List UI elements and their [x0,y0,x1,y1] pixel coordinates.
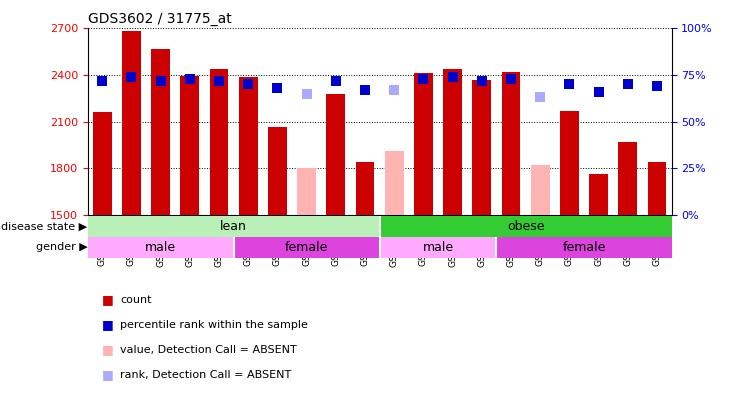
Bar [502,72,520,215]
Bar [648,162,666,215]
Bar [560,111,579,215]
Bar [496,215,526,216]
Point [593,88,604,95]
Point [330,77,342,84]
Text: ■: ■ [102,293,114,306]
Bar [93,112,112,215]
Bar [589,174,608,215]
Bar [263,215,292,216]
Bar [618,142,637,215]
Bar [268,127,287,215]
Bar [175,215,204,216]
Bar [385,151,404,215]
Point [155,77,166,84]
Text: count: count [120,295,152,305]
Bar [117,215,146,216]
Text: disease state ▶: disease state ▶ [1,222,88,231]
Bar [613,215,642,216]
Bar [380,215,409,216]
Point [96,77,108,84]
Point [272,85,283,91]
Bar [239,77,258,215]
Bar [234,215,263,216]
Bar [531,165,550,215]
Bar [642,215,672,216]
Bar [380,216,672,237]
Text: gender ▶: gender ▶ [36,243,88,252]
Bar [292,215,321,216]
Bar [146,215,175,216]
Text: rank, Detection Call = ABSENT: rank, Detection Call = ABSENT [120,370,292,380]
Point [388,87,400,93]
Bar [234,237,380,258]
Text: male: male [423,241,453,254]
Point [301,90,312,97]
Text: female: female [285,241,328,254]
Bar [326,94,345,215]
Text: ■: ■ [102,318,114,331]
Bar [555,215,584,216]
Bar [297,168,316,215]
Point [418,75,429,82]
Bar [380,237,496,258]
Text: lean: lean [220,220,247,233]
Point [447,74,458,80]
Bar [88,237,234,258]
Bar [467,215,496,216]
Text: male: male [145,241,176,254]
Bar [526,215,555,216]
Bar [204,215,234,216]
Text: percentile rank within the sample: percentile rank within the sample [120,320,308,330]
Text: ■: ■ [102,369,114,382]
Point [213,77,225,84]
Point [622,81,634,87]
Bar [350,215,380,216]
Bar [321,215,350,216]
Text: value, Detection Call = ABSENT: value, Detection Call = ABSENT [120,345,297,355]
Point [651,83,663,90]
Bar [88,216,380,237]
Text: ■: ■ [102,343,114,356]
Bar [151,49,170,215]
Point [359,87,371,93]
Bar [356,162,374,215]
Bar [414,72,433,215]
Bar [472,80,491,215]
Bar [496,237,672,258]
Point [564,81,575,87]
Text: female: female [562,241,606,254]
Bar [210,69,228,215]
Point [476,77,488,84]
Bar [443,69,462,215]
Text: GDS3602 / 31775_at: GDS3602 / 31775_at [88,12,231,26]
Point [184,75,196,82]
Text: obese: obese [507,220,545,233]
Bar [409,215,438,216]
Bar [180,77,199,215]
Point [126,74,137,80]
Point [534,94,546,100]
Bar [88,215,117,216]
Point [242,81,254,87]
Point [505,75,517,82]
Bar [122,32,141,215]
Bar [584,215,613,216]
Bar [438,215,467,216]
